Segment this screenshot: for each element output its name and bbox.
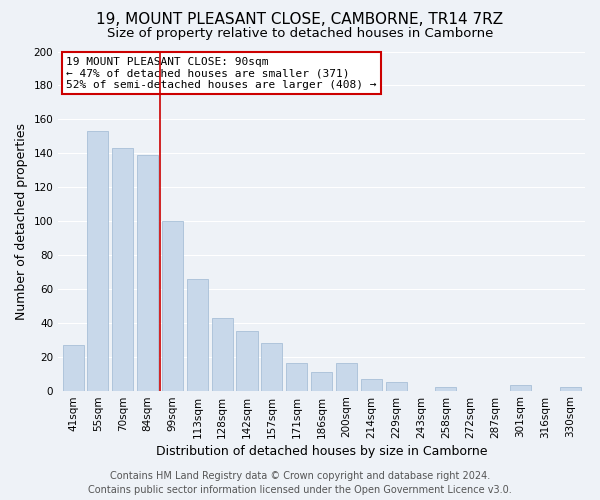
Bar [236,331,257,390]
Text: 19 MOUNT PLEASANT CLOSE: 90sqm
← 47% of detached houses are smaller (371)
52% of: 19 MOUNT PLEASANT CLOSE: 90sqm ← 47% of … [66,56,377,90]
Bar [62,345,83,391]
Bar [212,318,233,390]
Y-axis label: Number of detached properties: Number of detached properties [15,122,28,320]
Bar [510,386,531,390]
Text: Contains HM Land Registry data © Crown copyright and database right 2024.
Contai: Contains HM Land Registry data © Crown c… [88,471,512,495]
Bar [137,155,158,390]
Bar [187,278,208,390]
Bar [336,364,357,390]
Bar [386,382,407,390]
Bar [262,343,283,390]
Text: Size of property relative to detached houses in Camborne: Size of property relative to detached ho… [107,28,493,40]
Bar [435,387,457,390]
Bar [286,364,307,390]
Bar [311,372,332,390]
X-axis label: Distribution of detached houses by size in Camborne: Distribution of detached houses by size … [156,444,487,458]
Text: 19, MOUNT PLEASANT CLOSE, CAMBORNE, TR14 7RZ: 19, MOUNT PLEASANT CLOSE, CAMBORNE, TR14… [97,12,503,28]
Bar [560,387,581,390]
Bar [361,378,382,390]
Bar [162,221,183,390]
Bar [112,148,133,390]
Bar [88,131,109,390]
